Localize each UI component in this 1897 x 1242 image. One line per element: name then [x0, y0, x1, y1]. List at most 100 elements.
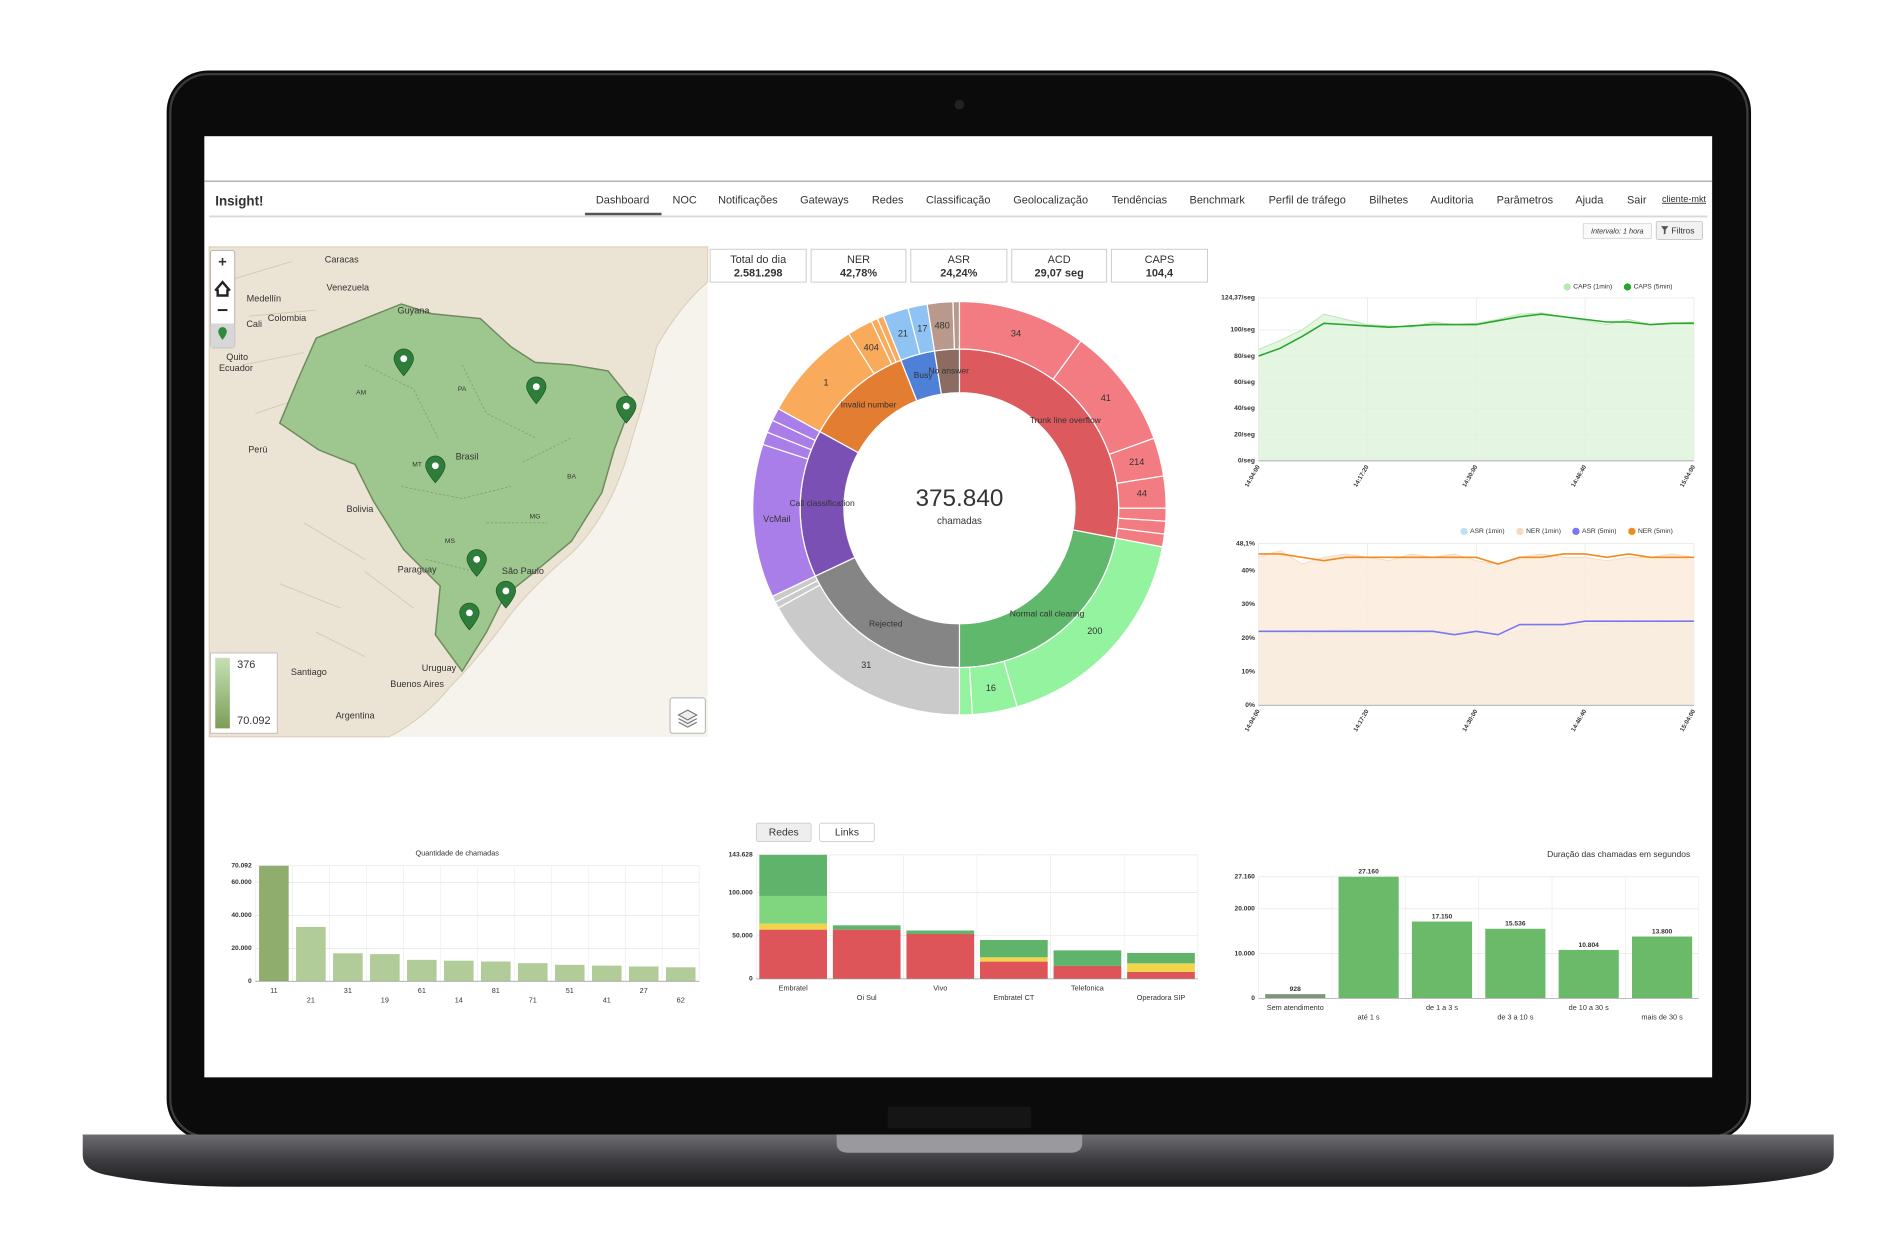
- donut-inner-label: Call classification: [790, 498, 855, 508]
- donut-outer-label: 480: [935, 320, 950, 330]
- nav-item[interactable]: Notificações: [718, 195, 778, 207]
- tab[interactable]: [819, 822, 875, 842]
- x-tick-label: 61: [418, 986, 426, 995]
- nav-item[interactable]: Dashboard: [596, 195, 650, 207]
- place-label: São Paulo: [502, 566, 544, 576]
- tab-label[interactable]: Redes: [769, 828, 799, 839]
- donut-outer-segment: [952, 300, 961, 350]
- nav-item[interactable]: Perfil de tráfego: [1269, 195, 1346, 207]
- y-tick-label: 60/seg: [1234, 379, 1255, 386]
- laptop-base: [82, 1134, 1834, 1187]
- legend-label[interactable]: NER (1min): [1526, 528, 1561, 535]
- value-label: 10.804: [1579, 942, 1600, 949]
- charts: 34 41 214 44 Trunk line overflow 200 16 Normal …: [231, 283, 1700, 1022]
- bar: [296, 926, 326, 982]
- donut-inner-label: Normal call clearing: [1010, 608, 1085, 618]
- nav-item[interactable]: NOC: [672, 195, 696, 207]
- place-label: Uruguay: [422, 663, 457, 673]
- donut-inner-label: Busy: [914, 370, 934, 380]
- map-pin[interactable]: [459, 602, 480, 631]
- y-tick-label: 10.000: [1235, 950, 1256, 957]
- donut-outer-label: VcMail: [763, 514, 790, 524]
- bar: [444, 960, 474, 982]
- map-pin-dot: [400, 355, 408, 363]
- kpi-box: [709, 248, 807, 283]
- x-tick-label: de 1 a 3 s: [1426, 1003, 1458, 1012]
- x-tick-label: mais de 30 s: [1641, 1013, 1683, 1022]
- map-pin-dot: [532, 383, 540, 391]
- nav-item[interactable]: Bilhetes: [1369, 195, 1408, 207]
- legend-marker[interactable]: [1563, 283, 1571, 291]
- kpi-label: CAPS: [1145, 254, 1175, 266]
- bar-segment: [832, 929, 901, 979]
- home-icon[interactable]: [214, 280, 231, 297]
- legend-marker[interactable]: [1516, 527, 1524, 536]
- y-tick-label: 0: [1251, 995, 1255, 1002]
- nav-item[interactable]: Classificação: [926, 195, 990, 207]
- bar-segment: [1053, 965, 1122, 979]
- place-label: Paraguay: [398, 565, 437, 575]
- map-pin[interactable]: [526, 376, 547, 405]
- nav-item[interactable]: Auditoria: [1430, 195, 1474, 207]
- map-pin[interactable]: [616, 396, 637, 424]
- filter-button[interactable]: [1655, 220, 1703, 240]
- x-tick-label: Operadora SIP: [1137, 993, 1186, 1002]
- nav-item[interactable]: Tendências: [1112, 195, 1168, 207]
- donut-inner-label: Rejected: [869, 619, 903, 629]
- nav-item[interactable]: Geolocalização: [1013, 195, 1088, 207]
- nav-item[interactable]: Parâmetros: [1497, 195, 1554, 207]
- bar: [1631, 936, 1693, 999]
- legend-marker[interactable]: [1623, 283, 1632, 291]
- pins: [393, 348, 637, 631]
- nav-item[interactable]: Redes: [872, 195, 904, 207]
- legend-label[interactable]: CAPS (5min): [1634, 284, 1673, 291]
- series-line: [1258, 553, 1694, 565]
- tab[interactable]: [755, 822, 812, 842]
- legend-label[interactable]: ASR (5min): [1582, 528, 1616, 535]
- bar: [259, 865, 289, 982]
- map-pin[interactable]: [393, 348, 414, 377]
- y-tick-label: 20.000: [231, 945, 252, 952]
- user-link[interactable]: cliente-mkt: [1662, 194, 1707, 204]
- kpi-label: ACD: [1048, 254, 1071, 266]
- bar-segment: [980, 940, 1048, 958]
- interval-box[interactable]: [1582, 223, 1652, 239]
- donut-outer-label: 16: [986, 683, 996, 693]
- place-labels: Caracas Venezuela Medellín Colombia Cali Guya…: [219, 255, 577, 721]
- x-tick-label: 11: [270, 986, 278, 995]
- value-label: 17.150: [1432, 913, 1453, 920]
- series-area: [1258, 312, 1694, 461]
- legend-label[interactable]: CAPS (1min): [1573, 284, 1612, 291]
- x-tick-label: Sem atendimento: [1267, 1003, 1324, 1012]
- map-pin[interactable]: [425, 455, 446, 484]
- legend-label[interactable]: ASR (1min): [1470, 528, 1504, 535]
- bar-segment: [1053, 950, 1122, 966]
- donut-outer-label: 214: [1129, 457, 1144, 467]
- nav-item[interactable]: Gateways: [800, 195, 849, 207]
- bar-segment: [759, 923, 827, 930]
- map-pin[interactable]: [495, 580, 516, 609]
- place-label: MT: [412, 461, 422, 468]
- donut-center-label: chamadas: [937, 516, 982, 527]
- legend-label[interactable]: NER (5min): [1638, 528, 1673, 535]
- legend-marker[interactable]: [1572, 527, 1580, 536]
- kpi-label: Total do dia: [730, 254, 787, 266]
- legend-marker[interactable]: [1628, 527, 1636, 536]
- nav-item[interactable]: Ajuda: [1575, 195, 1604, 207]
- nav-item[interactable]: Benchmark: [1190, 195, 1246, 207]
- legend-marker[interactable]: [1460, 527, 1468, 536]
- place-label: Ecuador: [219, 363, 253, 373]
- bar: [1558, 949, 1619, 999]
- donut-outer-label: 41: [1101, 393, 1111, 403]
- kpi-box: [1110, 248, 1208, 283]
- nav-item[interactable]: Sair: [1627, 195, 1647, 207]
- donut-outer-label: 200: [1087, 626, 1102, 636]
- zoom-in-icon[interactable]: +: [218, 255, 227, 271]
- value-label: 928: [1290, 986, 1301, 993]
- place-label: Quito: [226, 352, 248, 362]
- tab-label[interactable]: Links: [835, 828, 859, 839]
- donut-outer-label: 1: [824, 377, 829, 387]
- bar-segment: [832, 925, 901, 930]
- map-pin[interactable]: [466, 549, 487, 577]
